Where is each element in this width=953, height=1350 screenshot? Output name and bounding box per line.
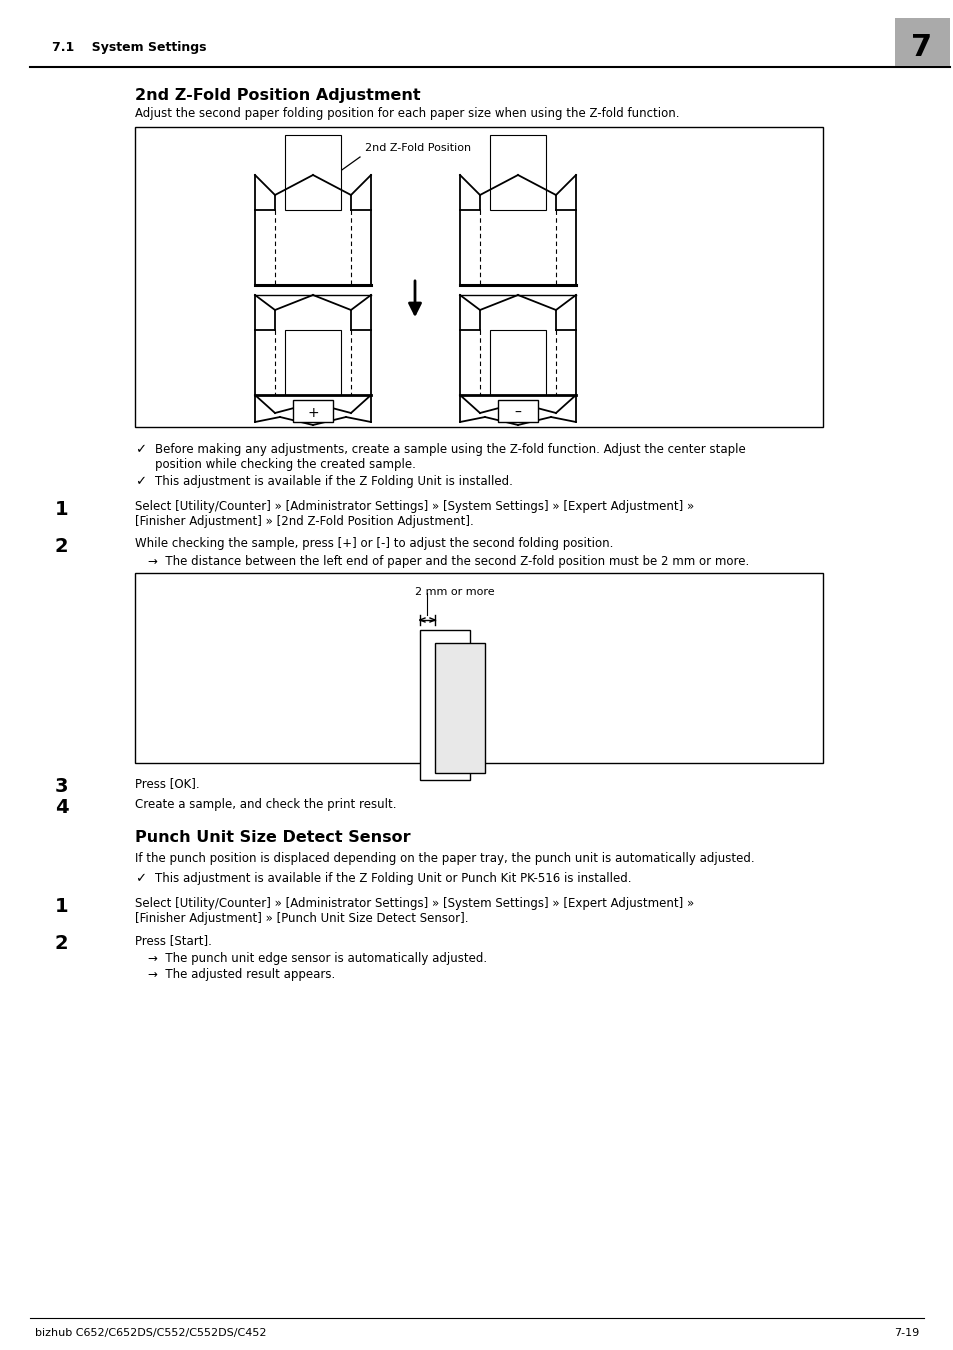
Text: 2nd Z-Fold Position Adjustment: 2nd Z-Fold Position Adjustment [135,88,420,103]
Text: Select [Utility/Counter] » [Administrator Settings] » [System Settings] » [Exper: Select [Utility/Counter] » [Administrato… [135,896,694,910]
Bar [435,643,484,774]
Text: →  The distance between the left end of paper and the second Z-fold position mus: → The distance between the left end of p… [148,555,748,568]
Text: Create a sample, and check the print result.: Create a sample, and check the print res… [135,798,396,811]
Bar [293,400,333,423]
Text: If the punch position is displaced depending on the paper tray, the punch unit i: If the punch position is displaced depen… [135,852,754,865]
Text: 1: 1 [55,500,69,518]
Text: 4: 4 [55,798,69,817]
Text: This adjustment is available if the Z Folding Unit or Punch Kit PK-516 is instal: This adjustment is available if the Z Fo… [154,872,631,886]
Text: ✓: ✓ [135,872,146,886]
Bar [135,572,822,763]
Bar [419,630,470,780]
Bar [285,135,340,211]
Text: 7: 7 [910,32,932,62]
Text: Before making any adjustments, create a sample using the Z-fold function. Adjust: Before making any adjustments, create a … [154,443,745,456]
Text: [Finisher Adjustment] » [2nd Z-Fold Position Adjustment].: [Finisher Adjustment] » [2nd Z-Fold Posi… [135,514,474,528]
Text: ✓: ✓ [135,443,146,456]
Text: Select [Utility/Counter] » [Administrator Settings] » [System Settings] » [Exper: Select [Utility/Counter] » [Administrato… [135,500,694,513]
Text: –: – [514,406,521,420]
Text: 2: 2 [55,537,69,556]
Text: position while checking the created sample.: position while checking the created samp… [154,458,416,471]
Text: 2nd Z-Fold Position: 2nd Z-Fold Position [365,143,471,153]
Bar [894,18,949,66]
Text: 2 mm or more: 2 mm or more [415,587,494,597]
Text: 7.1    System Settings: 7.1 System Settings [52,40,206,54]
Text: +: + [307,406,318,420]
Text: Press [Start].: Press [Start]. [135,934,212,946]
Text: [Finisher Adjustment] » [Punch Unit Size Detect Sensor].: [Finisher Adjustment] » [Punch Unit Size… [135,913,468,925]
Text: 7-19: 7-19 [893,1328,918,1338]
Bar [490,135,545,211]
Text: →  The adjusted result appears.: → The adjusted result appears. [148,968,335,981]
Text: bizhub C652/C652DS/C552/C552DS/C452: bizhub C652/C652DS/C552/C552DS/C452 [35,1328,266,1338]
Text: Punch Unit Size Detect Sensor: Punch Unit Size Detect Sensor [135,830,410,845]
Bar [135,127,822,427]
Text: →  The punch unit edge sensor is automatically adjusted.: → The punch unit edge sensor is automati… [148,952,487,965]
Text: 3: 3 [55,778,69,796]
Text: 1: 1 [55,896,69,917]
Text: This adjustment is available if the Z Folding Unit is installed.: This adjustment is available if the Z Fo… [154,475,513,487]
Text: 2: 2 [55,934,69,953]
Text: ✓: ✓ [135,475,146,487]
Bar [497,400,537,423]
Bar [285,329,340,396]
Text: Press [OK].: Press [OK]. [135,778,199,790]
Text: Adjust the second paper folding position for each paper size when using the Z-fo: Adjust the second paper folding position… [135,107,679,120]
Bar [490,329,545,396]
Text: While checking the sample, press [+] or [-] to adjust the second folding positio: While checking the sample, press [+] or … [135,537,613,549]
